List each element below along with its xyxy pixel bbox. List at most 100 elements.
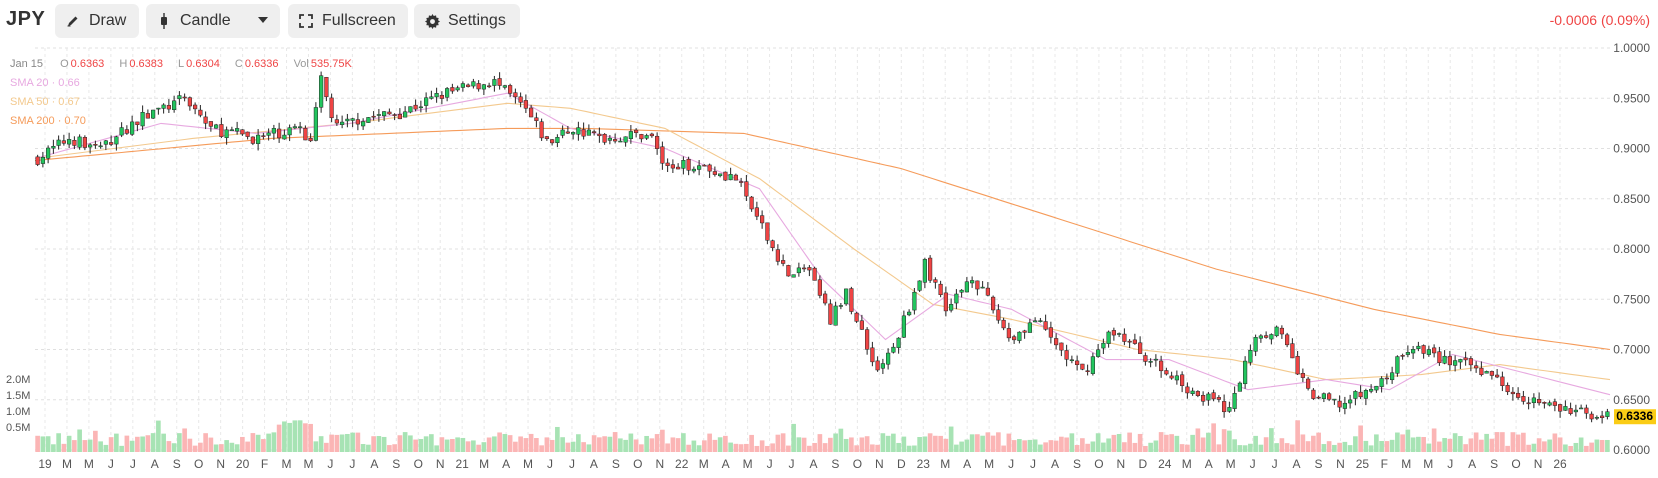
volume-bar xyxy=(1605,439,1610,452)
volume-bar xyxy=(591,435,597,452)
volume-bar xyxy=(213,444,219,452)
candle-body xyxy=(539,121,544,139)
candle-body xyxy=(481,84,486,90)
candle-body xyxy=(324,77,329,98)
price-chart[interactable]: 1.0000 0.9500 0.9000 0.8500 0.8000 0.7500 0.70… xyxy=(0,42,1658,478)
candle-body xyxy=(991,296,996,311)
candle-body xyxy=(912,291,917,311)
volume-bar xyxy=(891,433,896,452)
settings-button[interactable]: Settings xyxy=(414,4,520,38)
candle-body xyxy=(534,117,539,121)
x-tick-label: M xyxy=(743,457,753,471)
volume-axis-labels: 2.0M 1.5M 1.0M 0.5M xyxy=(6,372,30,436)
volume-bar xyxy=(366,444,371,452)
volume-bar xyxy=(1489,438,1495,452)
candle-body xyxy=(455,87,460,91)
candle-body xyxy=(634,129,639,133)
volume-bar xyxy=(1190,434,1195,452)
candle-body xyxy=(723,171,728,181)
draw-button[interactable]: Draw xyxy=(55,4,139,38)
candle-body xyxy=(67,139,72,145)
volume-bar xyxy=(40,436,46,452)
volume-bar xyxy=(843,438,849,452)
volume-bar xyxy=(1442,437,1447,452)
candle-body xyxy=(424,97,429,106)
candle-body xyxy=(1122,333,1127,342)
candle-body xyxy=(114,136,119,145)
volume-bar xyxy=(350,432,355,452)
volume-bar xyxy=(135,436,140,452)
candle-body xyxy=(82,137,87,148)
volume-bar xyxy=(602,436,607,452)
volume-bar xyxy=(1221,429,1227,452)
candle-body xyxy=(838,305,843,307)
volume-bar xyxy=(712,439,718,452)
candle-body xyxy=(303,127,308,141)
candle-body xyxy=(754,207,759,217)
candlesticks xyxy=(35,71,1610,424)
candle-body xyxy=(649,133,654,137)
candle-body xyxy=(1390,372,1395,381)
volume-bar xyxy=(1316,432,1321,452)
volume-bar xyxy=(1174,435,1180,452)
candle-body xyxy=(397,114,402,120)
candle-body xyxy=(182,96,187,99)
x-tick-label: A xyxy=(370,457,378,471)
candle-body xyxy=(245,131,250,137)
volume-bar xyxy=(1426,443,1432,452)
volume-bar xyxy=(339,434,345,452)
candle-body xyxy=(161,104,166,109)
y-tick-label: 0.9000 xyxy=(1613,142,1650,156)
pencil-icon xyxy=(65,13,81,29)
volume-bar xyxy=(140,436,145,452)
candle-body xyxy=(487,85,492,88)
volume-bar xyxy=(985,432,991,452)
high-key: H xyxy=(119,58,128,70)
candle-body xyxy=(691,168,696,172)
x-tick-label: J xyxy=(130,457,136,471)
candle-body xyxy=(229,129,234,131)
candle-body xyxy=(896,337,901,348)
candle-body xyxy=(1048,327,1053,338)
candle-body xyxy=(985,287,990,296)
x-tick-label: J xyxy=(789,457,795,471)
volume-bar xyxy=(707,433,712,452)
time-axis: 19 M M J J A S O N 20 F M M J J A S O N 21 M A M J J A S O N 22 M A M J J A… xyxy=(38,457,1567,471)
x-tick-label: J xyxy=(1272,457,1278,471)
candle-body xyxy=(145,113,150,119)
volume-bar xyxy=(528,433,534,452)
volume-bar xyxy=(381,436,387,452)
y-tick-label: 0.6500 xyxy=(1613,393,1650,407)
chart-type-dropdown[interactable]: Candle xyxy=(146,4,280,38)
candle-body xyxy=(917,280,922,291)
candle-body xyxy=(1379,378,1384,387)
x-tick-label: A xyxy=(502,457,510,471)
candle-body xyxy=(718,173,723,177)
candle-body xyxy=(1316,396,1321,399)
volume-bar xyxy=(828,437,833,452)
volume-bar xyxy=(1552,433,1558,452)
volume-bar xyxy=(345,433,350,452)
volume-bar xyxy=(1410,437,1416,452)
candle-body xyxy=(235,128,240,132)
candle-body xyxy=(560,129,565,136)
candle-label: Candle xyxy=(180,12,231,29)
sma50-legend: SMA 50 · 0.67 xyxy=(10,96,80,108)
candle-body xyxy=(602,133,607,143)
candle-body xyxy=(765,222,770,241)
candle-body xyxy=(670,164,675,169)
candle-body xyxy=(959,289,964,293)
volume-bar xyxy=(607,436,613,452)
x-tick-label: 25 xyxy=(1356,457,1370,471)
volume-bar xyxy=(1248,443,1253,452)
fullscreen-button[interactable]: Fullscreen xyxy=(288,4,408,38)
price-change: -0.0006 (0.09%) xyxy=(1549,12,1650,28)
candle-body xyxy=(1185,386,1190,394)
volume-bar xyxy=(219,444,224,452)
x-tick-label: 23 xyxy=(917,457,931,471)
candle-body xyxy=(1568,408,1573,414)
volume-bar xyxy=(833,433,838,452)
candle-body xyxy=(1243,360,1248,385)
candle-body xyxy=(497,78,502,86)
candle-body xyxy=(1227,407,1232,412)
